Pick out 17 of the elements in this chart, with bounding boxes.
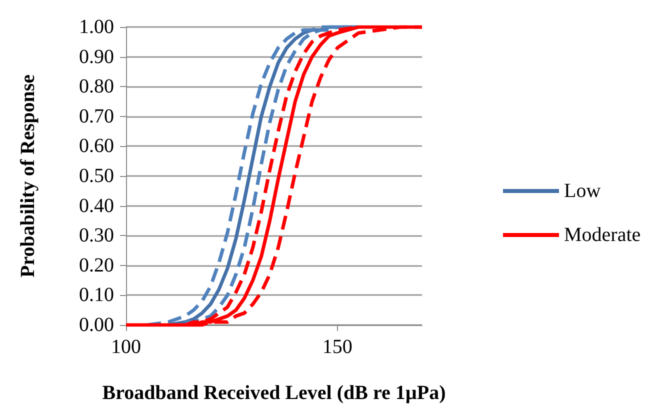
y-tick-label: 0.20 bbox=[79, 254, 114, 276]
x-axis-title: Broadband Received Level (dB re 1µPa) bbox=[102, 382, 446, 404]
y-tick-label: 0.40 bbox=[79, 194, 114, 217]
y-tick-label: 0.00 bbox=[79, 314, 114, 336]
y-tick-label: 0.70 bbox=[79, 105, 114, 128]
y-tick-label: 0.30 bbox=[79, 224, 114, 247]
x-tick-label: 150 bbox=[322, 336, 352, 358]
legend-label: Low bbox=[564, 180, 602, 202]
y-axis-title: Probability of Response bbox=[17, 74, 39, 278]
x-tick-label: 100 bbox=[111, 336, 141, 358]
y-tick-label: 0.80 bbox=[79, 76, 114, 98]
y-tick-label: 0.10 bbox=[79, 284, 114, 306]
y-tick-label: 1.00 bbox=[79, 16, 114, 38]
y-tick-label: 0.90 bbox=[79, 46, 114, 68]
y-tick-label: 0.60 bbox=[79, 135, 114, 158]
legend-label: Moderate bbox=[564, 224, 641, 246]
y-tick-label: 0.50 bbox=[79, 165, 114, 187]
